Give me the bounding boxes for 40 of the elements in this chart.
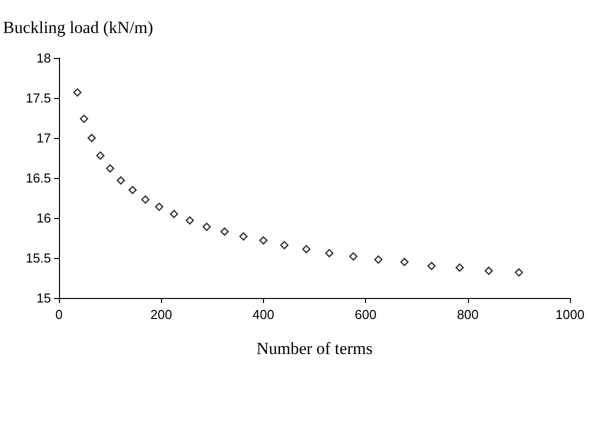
point [106,164,114,173]
point [427,262,436,270]
point [302,245,310,254]
point [514,268,524,277]
point [349,252,358,261]
point [280,241,288,250]
x-tick-label: 800 [456,307,479,322]
point [128,186,137,194]
point [202,222,211,231]
y-tick-label: 17.5 [26,90,51,106]
point [141,195,150,204]
point [400,258,409,266]
x-tick-label: 600 [354,307,376,322]
x-axis-title: Number of terms [256,339,373,358]
point [186,216,194,225]
x-tick-label: 400 [252,307,274,322]
point [455,263,464,272]
point [80,114,88,123]
point [96,151,105,160]
y-tick-label: 16 [36,210,51,226]
point [73,88,82,97]
point [88,134,96,142]
point [374,255,383,264]
y-tick-label: 16.5 [26,170,51,186]
point [155,202,164,211]
point [220,227,229,236]
point [239,232,248,241]
x-tick-label: 200 [150,307,172,322]
y-tick-label: 17 [36,130,51,146]
x-tick-label: 1000 [556,307,584,322]
y-tick-label: 15 [36,290,51,306]
point [484,266,493,275]
y-axis-title: Buckling load (kN/m) [3,18,154,37]
point [116,176,125,185]
y-tick-label: 18 [36,50,51,66]
point [170,210,178,218]
y-tick-label: 15.5 [26,250,51,266]
point [259,236,268,245]
point [325,249,334,258]
x-tick-label: 0 [55,307,63,322]
